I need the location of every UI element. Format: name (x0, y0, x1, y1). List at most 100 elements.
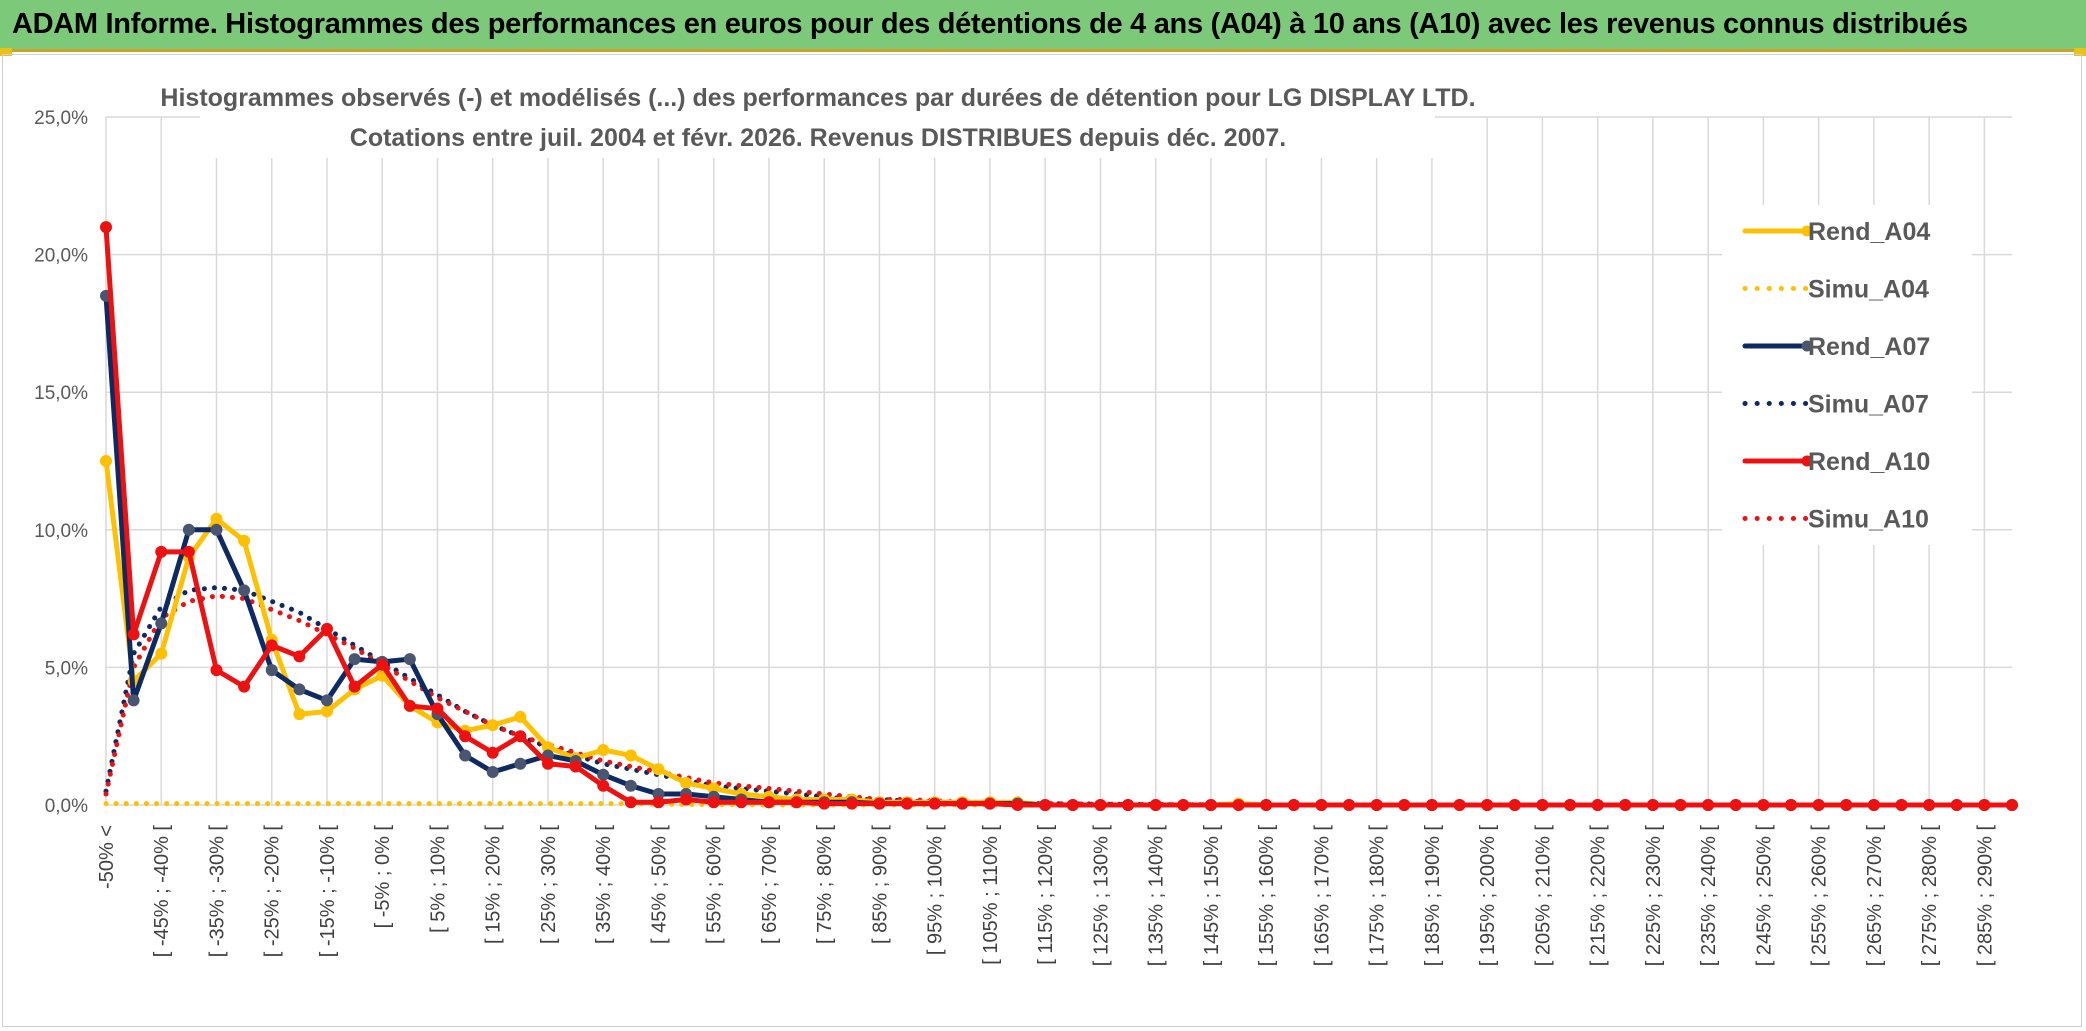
x-tick-label: [ -45% ; -40% [ (151, 825, 173, 958)
data-point-rend-a04 (155, 647, 168, 660)
data-point-rend-a10 (928, 797, 941, 810)
x-tick-label: [ 275% ; 280% [ (1919, 825, 1941, 967)
x-tick-label: [ -35% ; -30% [ (206, 825, 228, 958)
data-point-rend-a10 (293, 650, 306, 663)
data-point-rend-a10 (1619, 799, 1632, 811)
data-point-rend-a04 (238, 534, 251, 547)
legend-label-rend-a10: Rend_A10 (1808, 448, 1930, 476)
series-line-simu-a10 (103, 593, 2015, 808)
data-point-rend-a07 (265, 664, 278, 677)
data-point-rend-a10 (348, 680, 361, 693)
data-point-rend-a10 (1370, 799, 1383, 811)
data-point-rend-a10 (1398, 799, 1411, 811)
y-tick-label: 10,0% (34, 521, 88, 542)
x-tick-label: [ 65% ; 70% [ (759, 825, 781, 944)
data-point-rend-a07 (486, 765, 499, 778)
y-tick-label: 20,0% (34, 246, 88, 267)
legend: Rend_A04 Simu_A04 Rend_A07 Simu_A07 Rend_A10… (1742, 218, 1930, 534)
frame-corner-right (2074, 48, 2086, 56)
data-point-rend-a07 (320, 694, 333, 707)
x-tick-label: [ 175% ; 180% [ (1367, 825, 1389, 967)
legend-marker-rend-a04 (1801, 225, 1813, 237)
data-point-rend-a10 (1122, 799, 1135, 811)
x-tick-label: [ 125% ; 130% [ (1090, 825, 1112, 967)
legend-label-simu-a04: Simu_A04 (1808, 276, 1929, 304)
x-tick-label: [ 285% ; 290% [ (1974, 825, 1996, 967)
x-tick-label: [ 245% ; 250% [ (1753, 825, 1775, 967)
data-point-rend-a10 (1674, 799, 1687, 811)
data-point-rend-a10 (1094, 799, 1107, 811)
data-point-rend-a10 (1785, 799, 1798, 811)
data-point-rend-a10 (790, 796, 803, 809)
x-tick-label: -50% < (96, 825, 118, 889)
data-point-rend-a10 (1895, 799, 1908, 811)
data-point-rend-a10 (735, 796, 748, 809)
data-point-rend-a07 (127, 694, 140, 707)
data-point-rend-a10 (1840, 799, 1853, 811)
x-tick-label: [ 225% ; 230% [ (1643, 825, 1665, 967)
data-point-rend-a10 (514, 730, 527, 743)
chart-title: Histogrammes observés (-) et modélisés (… (160, 84, 1475, 112)
data-point-rend-a04 (320, 705, 333, 718)
x-tick-label: [ 35% ; 40% [ (593, 825, 615, 944)
series-layer (100, 221, 2018, 811)
data-point-rend-a10 (1867, 799, 1880, 811)
data-point-rend-a10 (624, 796, 637, 809)
data-point-rend-a04 (293, 708, 306, 721)
data-point-rend-a10 (459, 730, 472, 743)
data-point-rend-a10 (1066, 799, 1079, 811)
data-point-rend-a10 (1536, 799, 1549, 811)
data-point-rend-a10 (956, 797, 969, 810)
data-point-rend-a10 (155, 545, 168, 558)
x-tick-label: [ 185% ; 190% [ (1422, 825, 1444, 967)
x-tick-label: [ 95% ; 100% [ (925, 825, 947, 956)
x-tick-label: [ 205% ; 210% [ (1532, 825, 1554, 967)
data-point-rend-a10 (1177, 799, 1190, 811)
y-tick-label: 5,0% (45, 658, 88, 679)
x-tick-label: [ -15% ; -10% [ (317, 825, 339, 958)
legend-label-simu-a07: Simu_A07 (1808, 391, 1929, 419)
data-point-rend-a07 (459, 749, 472, 762)
data-point-rend-a10 (486, 746, 499, 759)
data-point-rend-a10 (1149, 799, 1162, 811)
data-point-rend-a07 (597, 768, 610, 781)
data-point-rend-a10 (1812, 799, 1825, 811)
data-point-rend-a04 (486, 719, 499, 732)
data-point-rend-a10 (127, 628, 140, 641)
x-tick-label: [ 165% ; 170% [ (1311, 825, 1333, 967)
x-tick-label: [ 15% ; 20% [ (483, 825, 505, 944)
chart-frame (2, 54, 2082, 1027)
data-point-rend-a07 (238, 584, 251, 597)
data-point-rend-a10 (1425, 799, 1438, 811)
data-point-rend-a10 (901, 797, 914, 810)
data-point-rend-a10 (1343, 799, 1356, 811)
data-point-rend-a07 (182, 523, 195, 536)
report-banner: ADAM Informe. Histogrammes des performan… (0, 0, 2086, 52)
y-tick-label: 15,0% (34, 383, 88, 404)
data-point-rend-a10 (1315, 799, 1328, 811)
legend-backdrop (1722, 205, 1972, 545)
data-point-rend-a10 (707, 796, 720, 809)
data-point-rend-a10 (1039, 799, 1052, 811)
data-point-rend-a04 (597, 743, 610, 756)
x-tick-label: [ 25% ; 30% [ (538, 825, 560, 944)
data-point-rend-a04 (514, 710, 527, 723)
x-tick-label: [ 155% ; 160% [ (1256, 825, 1278, 967)
x-tick-label: [ 235% ; 240% [ (1698, 825, 1720, 967)
data-point-rend-a07 (210, 523, 223, 536)
x-tick-label: [ 255% ; 260% [ (1809, 825, 1831, 967)
data-point-rend-a07 (293, 683, 306, 696)
data-point-rend-a10 (818, 797, 831, 810)
data-point-rend-a04 (624, 749, 637, 762)
chart-subtitle: Cotations entre juil. 2004 et févr. 2026… (350, 124, 1286, 152)
data-point-rend-a10 (1757, 799, 1770, 811)
data-point-rend-a04 (210, 512, 223, 525)
data-point-rend-a10 (873, 797, 886, 810)
data-point-rend-a10 (597, 779, 610, 792)
data-point-rend-a10 (1204, 799, 1217, 811)
series-line-simu-a07 (103, 585, 2015, 808)
data-point-rend-a10 (652, 796, 665, 809)
data-point-rend-a04 (680, 776, 693, 789)
data-point-rend-a10 (320, 622, 333, 635)
legend-label-rend-a04: Rend_A04 (1808, 218, 1930, 246)
